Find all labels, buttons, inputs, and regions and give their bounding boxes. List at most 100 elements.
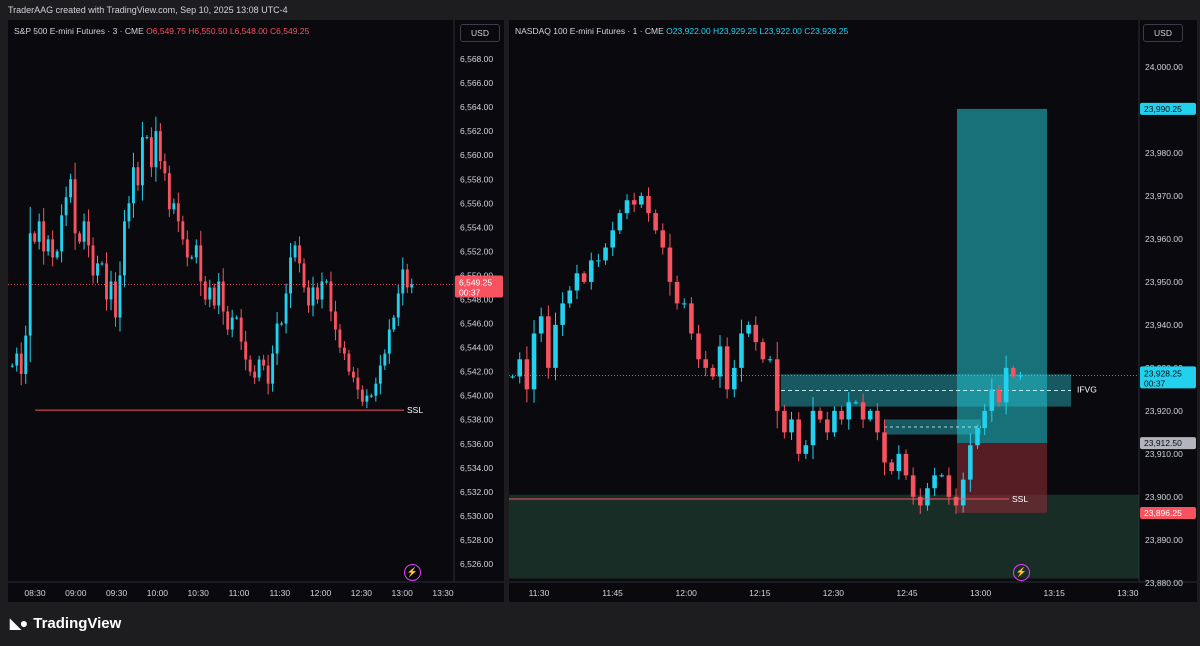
candle-body [51, 239, 55, 258]
candle-body [293, 245, 297, 258]
candle-body [392, 317, 396, 330]
x-tick-label: 13:30 [1117, 588, 1139, 598]
price-label-value: 23,896.25 [1144, 508, 1182, 518]
candle-body [42, 221, 46, 252]
y-tick-label: 6,538.00 [460, 415, 493, 425]
candle-body [230, 317, 234, 330]
candle-body [181, 221, 185, 240]
y-tick-label: 6,562.00 [460, 126, 493, 136]
candle-body [190, 257, 194, 259]
sp500-ohlc-o: O6,549.75 [146, 26, 186, 36]
candle-body [127, 203, 131, 222]
y-tick-label: 6,554.00 [460, 222, 493, 232]
candle-body [136, 167, 140, 186]
candle-body [378, 365, 382, 384]
candle-body [567, 290, 573, 304]
candle-body [248, 359, 252, 372]
candle-body [329, 281, 333, 312]
candle-body [132, 167, 135, 204]
candle-body [289, 257, 292, 294]
candle-body [185, 239, 189, 258]
candle-body [235, 317, 239, 319]
candle-body [832, 410, 837, 433]
candle-body [365, 395, 369, 402]
candle-body [158, 131, 162, 162]
candle-body [96, 263, 99, 276]
sp500-chart-panel[interactable]: 6,568.00 6,566.00 6,564.00 6,562.00 6,560.00… [8, 20, 504, 602]
candle-body [64, 197, 68, 216]
sp500-chart-svg[interactable]: 6,568.00 6,566.00 6,564.00 6,562.00 6,560.00… [8, 20, 504, 602]
candle-body [19, 353, 23, 375]
candle-body [114, 281, 117, 318]
candle-body [789, 419, 794, 433]
candle-body [140, 137, 144, 186]
y-tick-label: 6,532.00 [460, 487, 493, 497]
y-tick-label: 6,542.00 [460, 367, 493, 377]
candle-body [860, 402, 866, 420]
candle-body [145, 137, 149, 139]
candle-body [351, 371, 355, 378]
price-label-value: 23,990.25 [1144, 104, 1182, 114]
nasdaq-ohlc-l: L23,922.00 [759, 26, 802, 36]
nasdaq-chart-panel[interactable]: 24,000.0023,990.0023,980.0023,970.0023,9… [509, 20, 1197, 602]
candle-body [271, 353, 275, 384]
candle-body [316, 287, 319, 300]
x-tick-label: 10:30 [188, 588, 210, 598]
candle-body [217, 281, 221, 306]
candle-body [266, 365, 270, 384]
candle-body [176, 203, 180, 222]
candle-body [803, 445, 809, 454]
candle-body [846, 402, 852, 420]
candle-body [875, 410, 880, 433]
candle-body [10, 365, 14, 367]
ifvg-label: IFVG [1077, 384, 1097, 394]
candle-body [588, 260, 594, 282]
x-tick-label: 12:00 [676, 588, 698, 598]
candle-body [203, 281, 207, 300]
sp500-ohlc-h: H6,550.50 [188, 26, 228, 36]
y-tick-label: 23,900.00 [1145, 492, 1183, 502]
y-tick-label: 6,550.00 [460, 270, 493, 280]
candle-body [617, 213, 623, 231]
candle-body [968, 445, 973, 480]
nasdaq-ohlc-c: C23,928.25 [804, 26, 849, 36]
y-tick-label: 6,560.00 [460, 150, 493, 160]
candle-body [910, 475, 916, 497]
candle-body [105, 263, 108, 300]
candle-body [118, 275, 122, 318]
x-tick-label: 13:15 [1044, 588, 1066, 598]
y-tick-label: 6,548.00 [460, 294, 493, 304]
zone-long-target [957, 108, 1047, 444]
tradingview-brand[interactable]: ◣● TradingView [10, 615, 121, 632]
candle-body [646, 195, 651, 214]
candle-body [882, 432, 887, 463]
nasdaq-currency-button[interactable]: USD [1143, 24, 1183, 42]
y-tick-label: 23,980.00 [1145, 148, 1183, 158]
candle-body [996, 389, 1002, 403]
y-tick-label: 6,544.00 [460, 343, 493, 353]
candle-body [867, 410, 873, 420]
candle-body [325, 281, 328, 283]
attribution-text: TraderAAG created with TradingView.com, … [8, 5, 288, 15]
nasdaq-chart-svg[interactable]: 24,000.0023,990.0023,980.0023,970.0023,9… [509, 20, 1197, 602]
candle-body [917, 496, 923, 506]
candle-body [531, 333, 537, 390]
y-tick-label: 23,950.00 [1145, 277, 1183, 287]
sp500-currency-button[interactable]: USD [460, 24, 500, 42]
last-price-countdown: 00:37 [459, 287, 481, 297]
lightning-icon[interactable]: ⚡ [404, 564, 421, 581]
x-tick-label: 12:15 [749, 588, 771, 598]
candle-body [796, 419, 801, 454]
candle-body [631, 200, 637, 205]
candle-body [760, 342, 766, 360]
y-tick-label: 6,526.00 [460, 559, 493, 569]
last-price-countdown: 00:37 [1144, 378, 1166, 388]
candle-body [674, 281, 680, 304]
candle-body [410, 284, 414, 288]
lightning-icon[interactable]: ⚡ [1013, 564, 1030, 581]
candle-body [724, 346, 730, 390]
candle-body [374, 383, 378, 396]
x-tick-label: 13:00 [970, 588, 992, 598]
candle-body [667, 247, 673, 282]
candle-body [610, 230, 616, 248]
